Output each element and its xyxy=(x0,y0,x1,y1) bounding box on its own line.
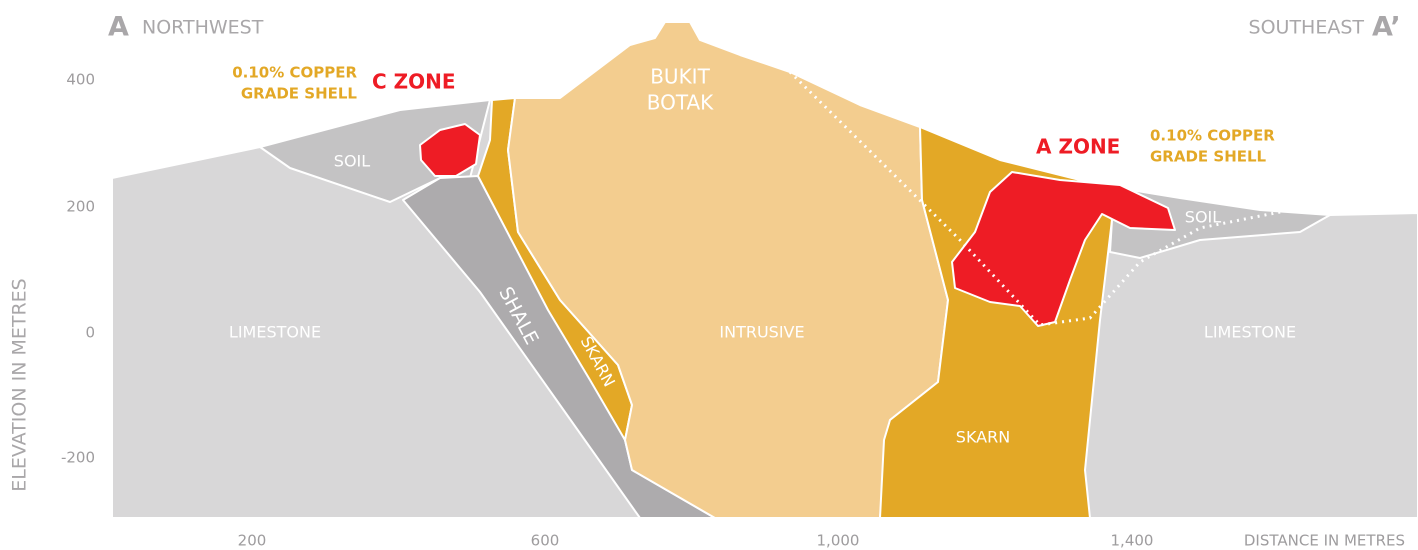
x-tick-label: 200 xyxy=(238,532,267,550)
cross-section: A NORTHWEST SOUTHEAST A’ ELEVATION IN ME… xyxy=(0,0,1418,550)
rock-label: SOIL xyxy=(1185,208,1221,227)
rock-label: LIMESTONE xyxy=(229,323,321,342)
peak-label: BOTAK xyxy=(647,91,714,115)
x-tick-label: 1,000 xyxy=(817,532,860,550)
zone-label: A ZONE xyxy=(1036,135,1120,159)
direction-left: NORTHWEST xyxy=(142,17,264,39)
rock-label: SOIL xyxy=(334,152,370,171)
x-tick-label: 600 xyxy=(531,532,560,550)
rock-label: SKARN xyxy=(956,428,1010,447)
y-tick-label: 0 xyxy=(85,324,95,342)
y-tick-label: -200 xyxy=(61,449,95,467)
direction-right: SOUTHEAST xyxy=(1249,17,1365,39)
x-axis-label: DISTANCE IN METRES xyxy=(1244,532,1405,550)
grade-shell-label: GRADE SHELL xyxy=(1150,148,1267,166)
section-marker-right: A’ xyxy=(1372,12,1401,43)
grade-shell-label: 0.10% COPPER xyxy=(232,64,357,82)
peak-label: BUKIT xyxy=(650,65,710,89)
y-tick-label: 200 xyxy=(66,198,95,216)
y-tick-label: 400 xyxy=(66,71,95,89)
grade-shell-label: GRADE SHELL xyxy=(241,85,358,103)
zone-label: C ZONE xyxy=(372,70,456,94)
section-marker-left: A xyxy=(108,12,129,43)
rock-label: INTRUSIVE xyxy=(719,323,804,342)
y-axis-label: ELEVATION IN METRES xyxy=(9,278,31,491)
rock-label: LIMESTONE xyxy=(1204,323,1296,342)
x-tick-label: 1,400 xyxy=(1111,532,1154,550)
grade-shell-label: 0.10% COPPER xyxy=(1150,127,1275,145)
